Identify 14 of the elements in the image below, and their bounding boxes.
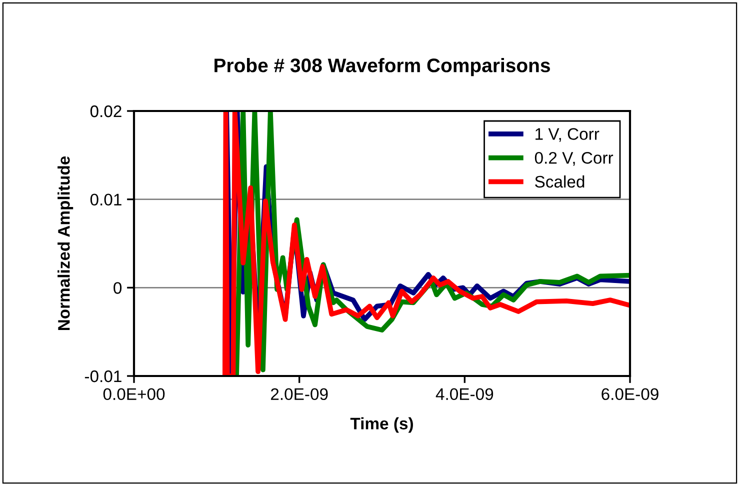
y-axis-title: Normalized Amplitude <box>58 156 74 330</box>
x-tick-label: 0.0E+00 <box>103 388 165 400</box>
y-tick-label: 0.01 <box>90 194 122 206</box>
legend-label: 0.2 V, Corr <box>534 152 614 166</box>
x-tick-label: 4.0E-09 <box>436 388 494 400</box>
x-axis-title: Time (s) <box>350 417 413 433</box>
x-tick-label: 6.0E-09 <box>602 388 658 400</box>
y-tick-label: -0.01 <box>84 370 122 382</box>
x-tick-label: 2.0E-09 <box>270 388 328 400</box>
y-tick-label: 0.02 <box>90 105 122 118</box>
chart-title: Probe # 308 Waveform Comparisons <box>214 58 550 76</box>
legend-label: 1 V, Corr <box>536 128 600 142</box>
y-tick-label: 0 <box>114 282 122 294</box>
legend-label: Scaled <box>535 175 584 188</box>
